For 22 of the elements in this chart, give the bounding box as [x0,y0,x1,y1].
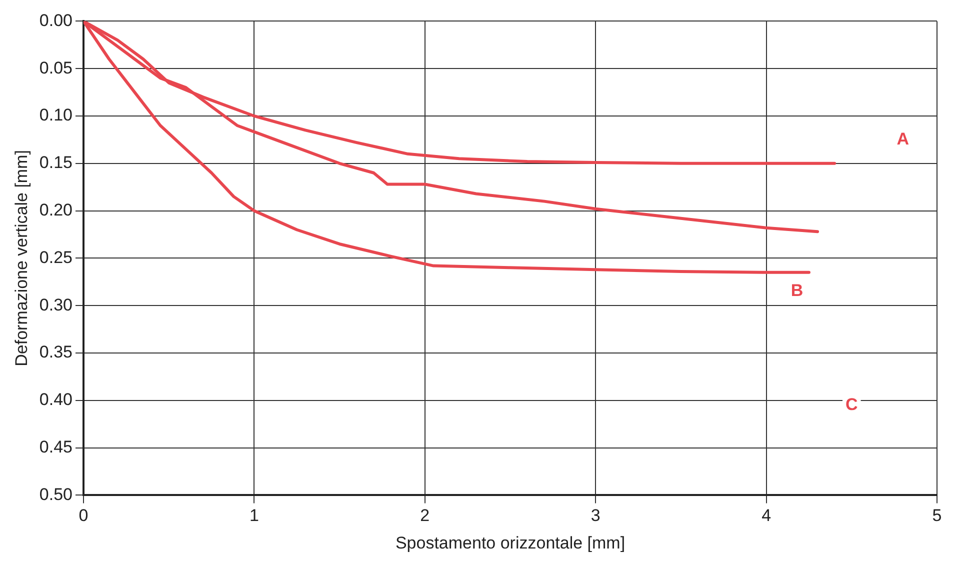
annotation: A [896,129,909,148]
y-axis-title: Deformazione verticale [mm] [12,150,31,366]
x-tick-label: 2 [420,506,430,526]
annotation: C [846,394,858,414]
x-tick-label: 5 [932,506,942,526]
y-tick-label: 0.10 [39,106,72,125]
y-tick-label: 0.45 [39,437,72,456]
x-tick-label: 0 [78,506,88,526]
y-tick-label: 0.00 [39,10,72,30]
y-tick-label: 0.15 [39,153,72,172]
y-tick-label: 0.50 [39,484,72,504]
y-tick-label: 0.30 [39,295,72,314]
x-tick-label: 4 [762,506,772,526]
y-tick-label: 0.05 [39,58,72,78]
y-tick-label: 0.20 [39,200,72,220]
x-axis-title: Spostamento orizzontale [mm] [395,533,626,552]
x-tick-label: 3 [590,506,600,526]
y-tick-label: 0.25 [39,248,72,267]
y-tick-label: 0.35 [39,342,72,362]
y-tick-label: 0.40 [39,390,72,410]
x-tick-label: 1 [249,506,259,526]
annotation: B [790,281,804,300]
